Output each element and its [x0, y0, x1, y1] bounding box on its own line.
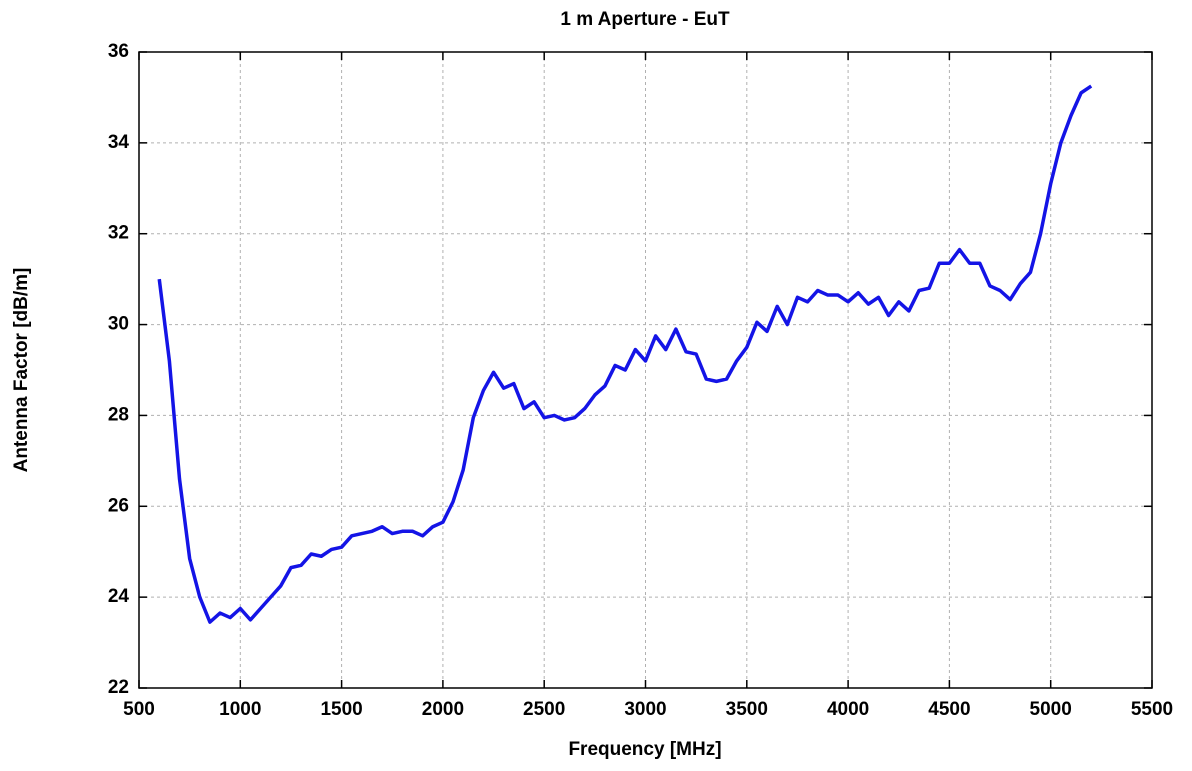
y-tick-label: 28 — [108, 404, 129, 425]
chart-title: 1 m Aperture - EuT — [560, 9, 730, 30]
x-tick-label: 3500 — [726, 699, 768, 720]
y-tick-label: 24 — [108, 586, 130, 607]
x-tick-label: 5000 — [1030, 699, 1072, 720]
y-tick-label: 26 — [108, 495, 129, 516]
data-line — [157, 84, 1093, 624]
y-tick-label: 34 — [108, 132, 130, 153]
x-tick-label: 4000 — [827, 699, 869, 720]
y-tick-label: 30 — [108, 314, 129, 335]
y-tick-label: 36 — [108, 41, 129, 62]
x-tick-label: 3000 — [624, 699, 666, 720]
x-tick-label: 1500 — [320, 699, 362, 720]
y-tick-label: 32 — [108, 223, 129, 244]
x-tick-label: 1000 — [219, 699, 261, 720]
x-tick-label: 2000 — [422, 699, 464, 720]
x-tick-label: 2500 — [523, 699, 565, 720]
plot-frame — [138, 51, 1153, 689]
x-tick-label: 5500 — [1131, 699, 1173, 720]
x-tick-label: 500 — [123, 699, 155, 720]
y-axis-label: Antenna Factor [dB/m] — [11, 268, 32, 473]
x-tick-label: 4500 — [928, 699, 970, 720]
x-axis-label: Frequency [MHz] — [568, 739, 721, 760]
y-tick-label: 22 — [108, 677, 129, 698]
